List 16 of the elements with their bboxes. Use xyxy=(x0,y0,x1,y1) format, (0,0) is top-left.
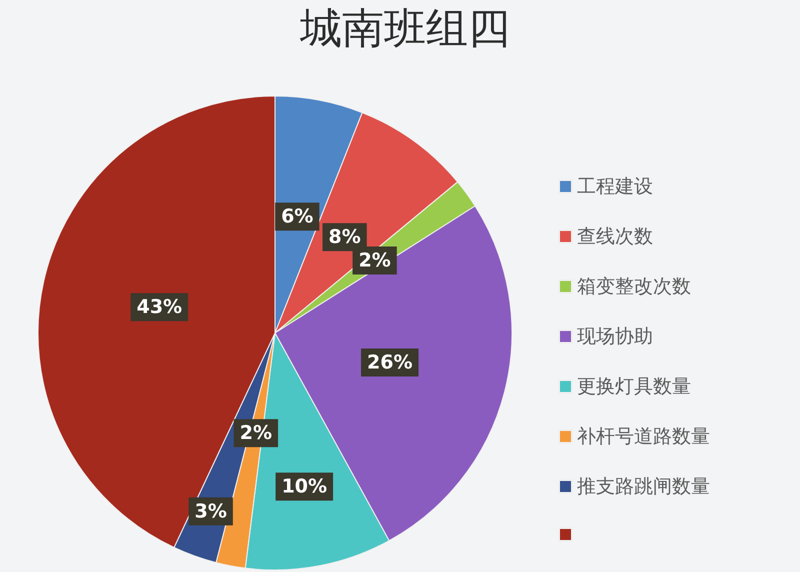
data-label: 8% xyxy=(328,226,361,248)
data-label: 2% xyxy=(358,250,391,272)
data-label: 26% xyxy=(367,351,413,374)
legend-label: 推支路跳闸数量 xyxy=(577,476,710,498)
chart-title: 城南班组四 xyxy=(299,4,510,52)
legend-label: 查线次数 xyxy=(577,226,653,248)
legend-label: 工程建设 xyxy=(577,176,653,198)
data-label: 3% xyxy=(194,500,227,522)
legend-label: 现场协助 xyxy=(577,326,653,348)
legend-label: 更换灯具数量 xyxy=(577,376,691,398)
data-label: 2% xyxy=(240,422,272,444)
data-label: 6% xyxy=(281,206,314,228)
data-label: 10% xyxy=(282,476,328,498)
legend-label: 箱变整改次数 xyxy=(577,276,691,298)
legend-label: 补杆号道路数量 xyxy=(577,426,710,448)
data-label: 43% xyxy=(136,296,182,318)
